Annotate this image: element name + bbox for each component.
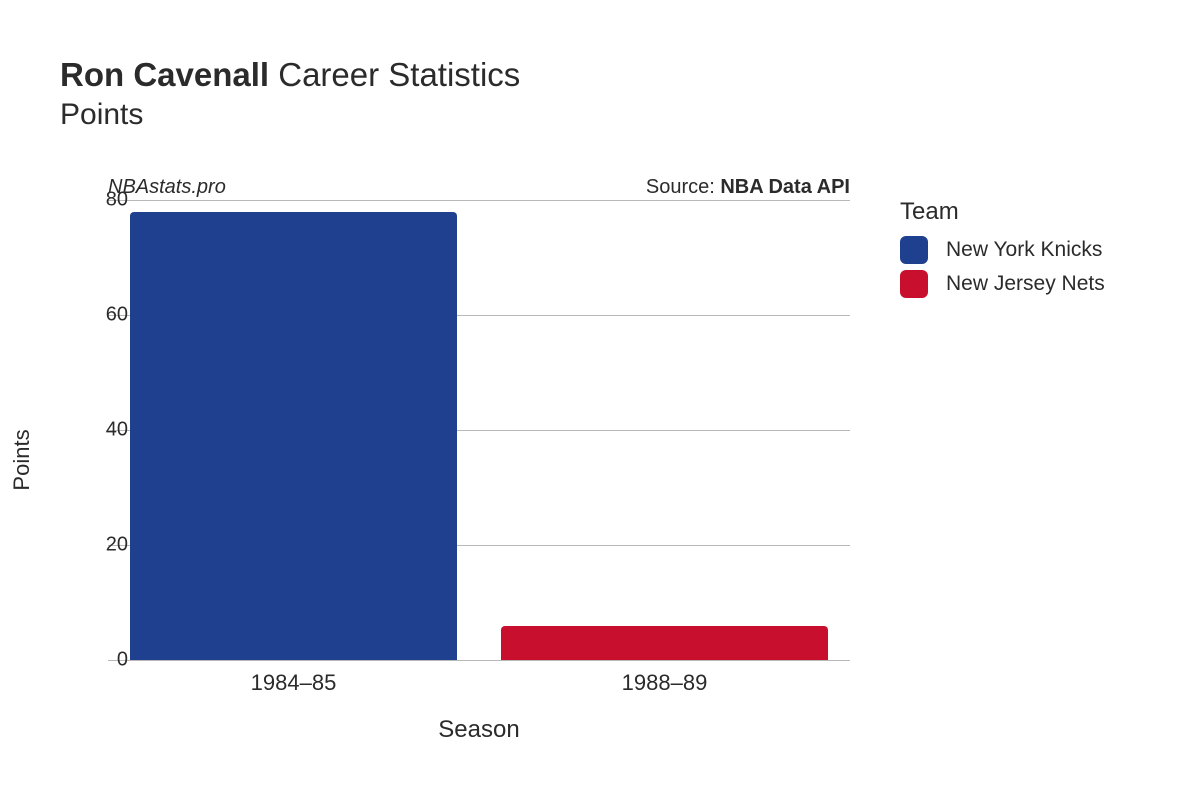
grid-line (108, 660, 850, 661)
x-tick-label: 1984–85 (251, 670, 337, 696)
plot-area (108, 200, 850, 660)
bar (501, 626, 827, 661)
legend-label: New Jersey Nets (946, 272, 1105, 296)
y-tick-label: 60 (88, 304, 128, 327)
chart-title: Ron Cavenall Career Statistics (60, 56, 1160, 94)
y-tick-label: 80 (88, 189, 128, 212)
legend-title: Team (900, 198, 1105, 226)
y-tick-label: 20 (88, 534, 128, 557)
y-tick-label: 40 (88, 419, 128, 442)
source-prefix: Source: (646, 176, 720, 198)
annotation-row: NBAstats.pro Source: NBA Data API (108, 176, 850, 199)
legend-item: New Jersey Nets (900, 270, 1105, 298)
title-suffix: Career Statistics (269, 56, 520, 93)
chart-container: Ron Cavenall Career Statistics Points NB… (0, 0, 1200, 800)
source-name: NBA Data API (720, 176, 850, 198)
legend-swatch (900, 270, 928, 298)
y-axis-label: Points (9, 429, 35, 490)
x-tick-label: 1988–89 (622, 670, 708, 696)
x-axis-label: Season (108, 716, 850, 744)
plot-wrap: Points Season 0204060801984–851988–89 (60, 200, 880, 720)
chart-subtitle: Points (60, 98, 1160, 132)
y-tick-label: 0 (88, 649, 128, 672)
legend-label: New York Knicks (946, 238, 1102, 262)
grid-line (108, 200, 850, 201)
source-text: Source: NBA Data API (646, 176, 850, 199)
legend-item: New York Knicks (900, 236, 1105, 264)
title-player-name: Ron Cavenall (60, 56, 269, 93)
legend: Team New York Knicks New Jersey Nets (900, 198, 1105, 304)
bar (130, 212, 456, 661)
legend-swatch (900, 236, 928, 264)
